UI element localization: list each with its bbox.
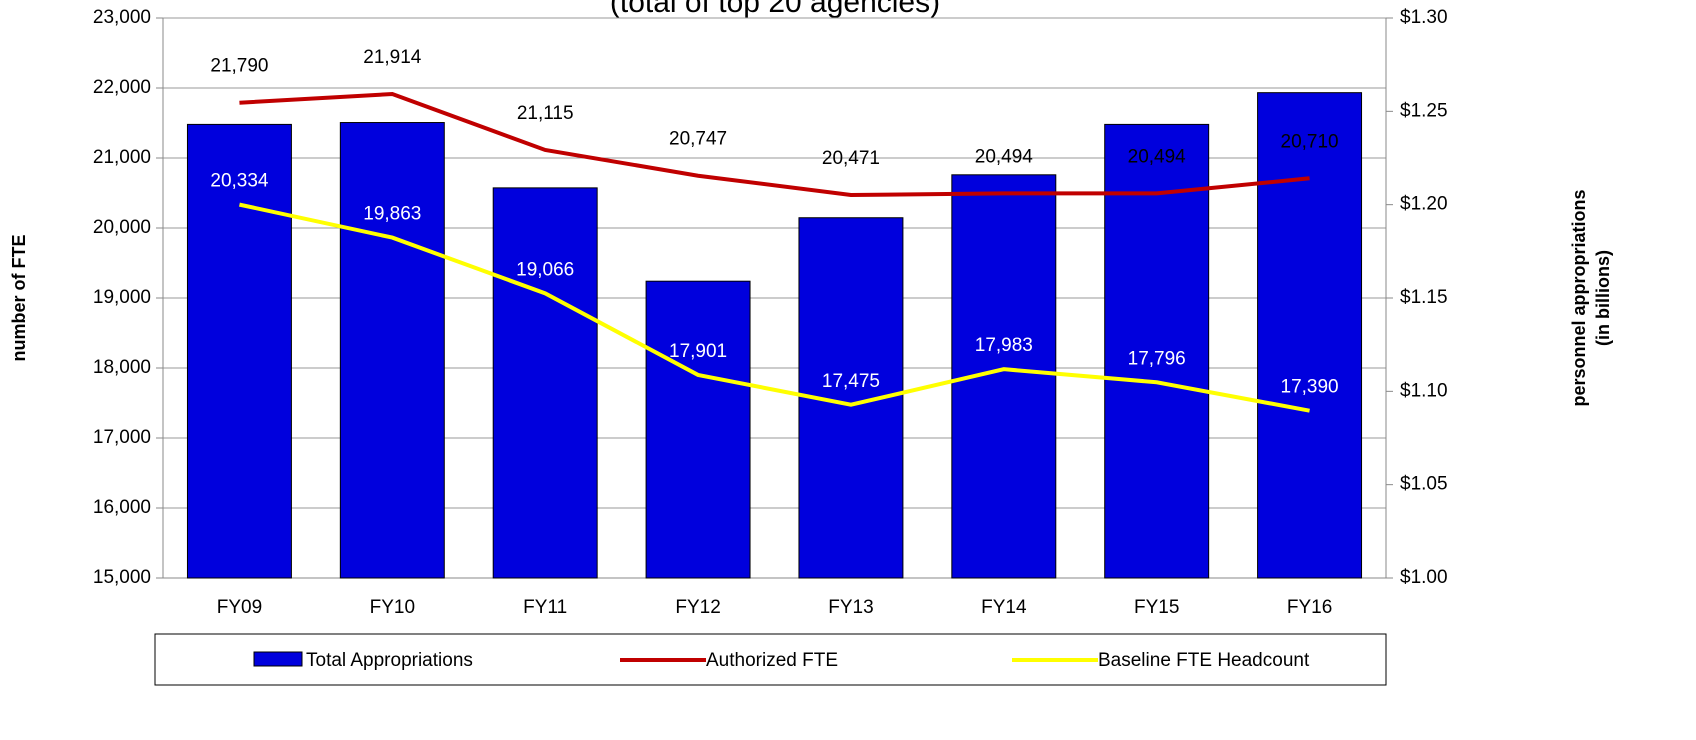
bar <box>186 123 292 579</box>
data-label: 20,494 <box>1128 146 1187 167</box>
data-label: 20,494 <box>975 146 1034 167</box>
y-tick-label: 15,000 <box>93 567 151 588</box>
legend-label: Total Appropriations <box>306 650 473 671</box>
y-tick-label: 22,000 <box>93 77 151 98</box>
x-tick-label: FY14 <box>981 597 1027 618</box>
chart-title: (total of top 20 agencies) <box>610 0 940 19</box>
y2-tick-label: $1.25 <box>1400 100 1448 121</box>
data-label: 17,390 <box>1281 377 1339 398</box>
y2-tick-label: $1.00 <box>1400 567 1448 588</box>
legend-box <box>154 633 1387 686</box>
legend-label: Authorized FTE <box>706 650 838 671</box>
y-axis-title: number of FTE <box>9 235 29 362</box>
y-tick-label: 19,000 <box>93 287 151 308</box>
data-label: 19,863 <box>363 204 421 225</box>
y-tick-label: 23,000 <box>93 7 151 28</box>
bar <box>645 280 751 579</box>
legend-label: Baseline FTE Headcount <box>1098 650 1310 671</box>
data-label: 17,901 <box>669 341 727 362</box>
y-tick-label: 18,000 <box>93 357 151 378</box>
data-label: 17,983 <box>975 335 1033 356</box>
x-tick-label: FY16 <box>1287 597 1332 618</box>
x-tick-label: FY11 <box>523 597 567 618</box>
bar <box>1104 123 1210 579</box>
x-tick-label: FY12 <box>675 597 720 618</box>
legend-swatch <box>253 651 303 667</box>
y2-axis-title: personnel appropriations <box>1569 189 1589 406</box>
x-tick-label: FY13 <box>828 597 873 618</box>
line <box>239 91 1310 198</box>
x-tick-label: FY15 <box>1134 597 1179 618</box>
data-label: 20,471 <box>822 148 880 169</box>
y2-axis-title: (in billions) <box>1593 250 1613 346</box>
data-label: 20,710 <box>1281 131 1339 152</box>
data-label: 21,790 <box>210 56 268 77</box>
line <box>239 202 1310 413</box>
data-label: 20,334 <box>210 171 269 192</box>
data-label: 17,796 <box>1128 348 1186 369</box>
bar <box>492 187 598 579</box>
data-label: 19,066 <box>516 259 574 280</box>
data-label: 21,914 <box>363 47 422 68</box>
x-tick-label: FY10 <box>370 597 415 618</box>
y2-tick-label: $1.20 <box>1400 194 1448 215</box>
y2-tick-label: $1.15 <box>1400 287 1448 308</box>
y2-tick-label: $1.10 <box>1400 380 1448 401</box>
y2-tick-label: $1.05 <box>1400 474 1448 495</box>
data-label: 17,475 <box>822 371 880 392</box>
y2-tick-label: $1.30 <box>1400 7 1448 28</box>
data-label: 21,115 <box>517 103 574 124</box>
data-label: 20,747 <box>669 129 727 150</box>
bar <box>339 122 445 579</box>
y-tick-label: 16,000 <box>93 497 151 518</box>
y-tick-label: 20,000 <box>93 217 151 238</box>
bar <box>1257 92 1363 579</box>
y-tick-label: 17,000 <box>93 427 151 448</box>
y-tick-label: 21,000 <box>93 147 151 168</box>
x-tick-label: FY09 <box>217 597 262 618</box>
